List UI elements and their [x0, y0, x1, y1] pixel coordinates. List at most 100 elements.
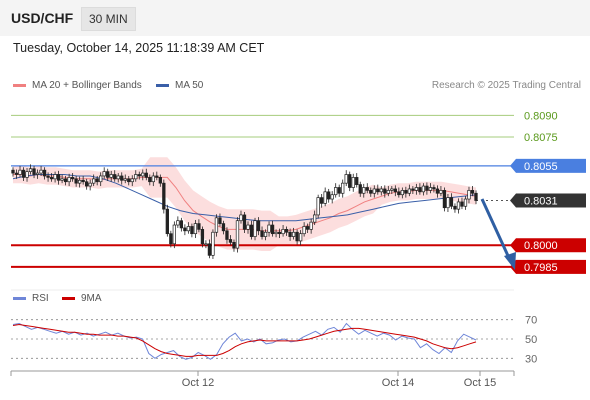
- candle: [88, 179, 92, 191]
- candle: [277, 228, 282, 239]
- candle: [295, 229, 299, 245]
- candle-body: [467, 190, 471, 200]
- candle-body: [14, 172, 19, 175]
- candle-body: [190, 226, 194, 235]
- timeframe-button[interactable]: 30 MIN: [81, 7, 136, 31]
- candle-body: [256, 220, 261, 232]
- candle-body: [421, 185, 426, 193]
- candle-body: [446, 197, 450, 209]
- candle-body: [277, 231, 282, 235]
- candle-body: [449, 197, 454, 207]
- candle: [106, 168, 110, 182]
- candle: [288, 228, 292, 241]
- candle: [362, 183, 366, 198]
- candle: [28, 164, 33, 175]
- pivot-label-box: [516, 158, 586, 173]
- candle-body: [179, 220, 184, 229]
- legend-ma20-label: MA 20 + Bollinger Bands: [32, 80, 142, 91]
- candle: [39, 165, 43, 176]
- candle-body: [239, 214, 243, 222]
- support-label-box: [516, 238, 586, 253]
- candle: [207, 239, 212, 259]
- candle: [18, 165, 22, 178]
- candle: [460, 197, 464, 210]
- candle-body: [439, 190, 443, 194]
- candle-body: [232, 242, 236, 249]
- candle-body: [302, 226, 306, 235]
- candle: [435, 185, 440, 198]
- candle-body: [11, 169, 15, 174]
- level-labels: 0.8090 0.8075 0.8055 0.8031 0.8000 0.7985: [510, 110, 586, 274]
- candle-body: [109, 174, 113, 178]
- candle-body: [162, 182, 166, 210]
- candle-body: [197, 223, 201, 230]
- candle: [127, 175, 131, 186]
- candle: [25, 168, 29, 182]
- candle: [211, 229, 215, 259]
- candle-body: [474, 192, 478, 201]
- candle-body: [432, 187, 436, 190]
- candle-body: [49, 177, 54, 180]
- candle-body: [134, 174, 138, 180]
- candle-body: [344, 174, 348, 184]
- candle-body: [193, 223, 198, 235]
- candle-body: [435, 188, 440, 194]
- candle: [467, 186, 471, 204]
- candle: [298, 230, 303, 246]
- candle: [446, 193, 450, 213]
- candle-body: [411, 188, 415, 191]
- candle: [323, 187, 327, 207]
- candle-body: [316, 197, 320, 216]
- x-tick-label: Oct 15: [464, 377, 496, 389]
- ma50-swatch: [156, 84, 169, 87]
- candle: [92, 174, 96, 187]
- candle: [330, 191, 334, 204]
- candle-body: [327, 191, 331, 200]
- candle: [263, 229, 268, 241]
- candle: [158, 174, 162, 187]
- candle-body: [106, 171, 110, 178]
- candle-body: [414, 187, 419, 191]
- candle: [99, 172, 103, 187]
- candle: [470, 186, 475, 197]
- candle: [242, 212, 247, 233]
- candle: [49, 173, 54, 182]
- pivot-label: 0.8055: [524, 161, 558, 173]
- candle-body: [284, 229, 289, 233]
- candle: [151, 172, 155, 187]
- x-tick-label: Oct 14: [382, 377, 414, 389]
- candle: [193, 219, 198, 239]
- candle: [407, 184, 412, 197]
- candle-body: [67, 177, 71, 183]
- candle: [327, 188, 331, 203]
- candle-body: [351, 177, 355, 188]
- candle: [249, 220, 254, 240]
- candle-body: [358, 184, 362, 194]
- candle: [120, 172, 124, 185]
- candle-body: [32, 168, 36, 175]
- candle-body: [176, 220, 180, 226]
- candle: [358, 181, 362, 197]
- rsi-ma9-line: [12, 323, 477, 357]
- candle-body: [372, 188, 376, 194]
- candle: [53, 171, 57, 183]
- candle-body: [418, 187, 422, 193]
- candle-body: [35, 172, 40, 175]
- rsi-tick-label: 30: [525, 353, 537, 365]
- candle: [228, 235, 233, 246]
- candle: [95, 175, 99, 186]
- forecast-arrow: [480, 198, 516, 270]
- candle: [102, 167, 106, 179]
- candle-body: [453, 205, 457, 210]
- candle: [144, 168, 148, 181]
- candle-body: [348, 174, 352, 188]
- candle-body: [92, 178, 96, 184]
- candle-body: [425, 185, 429, 191]
- candle-body: [60, 178, 64, 181]
- candle-body: [235, 220, 240, 249]
- candle-body: [172, 224, 176, 245]
- rsi-swatch: [13, 297, 26, 300]
- candle: [239, 210, 243, 224]
- candle: [348, 171, 352, 192]
